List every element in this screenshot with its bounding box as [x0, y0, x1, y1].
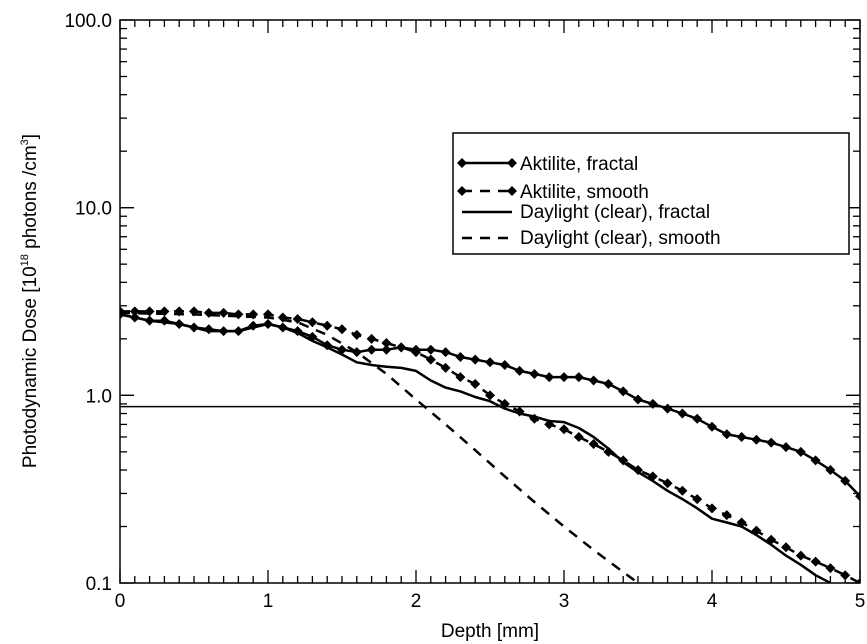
- series-0-point: [351, 347, 362, 358]
- legend-box: [452, 132, 850, 255]
- series-0-point: [159, 315, 170, 326]
- series-0-point: [751, 434, 762, 445]
- legend-marker: [457, 158, 467, 168]
- series-0-point: [588, 375, 599, 386]
- series-1-point: [855, 578, 860, 583]
- y-tick-label: 0.1: [86, 574, 112, 595]
- series-1-point: [677, 485, 688, 496]
- series-line-1: [120, 310, 860, 583]
- series-1-point: [292, 314, 303, 325]
- series-0-point: [499, 360, 510, 371]
- legend-marker: [457, 186, 467, 196]
- x-tick-label: 3: [559, 591, 570, 612]
- series-0-point: [766, 437, 777, 448]
- series-1-point: [825, 563, 836, 574]
- series-1-point: [662, 478, 673, 489]
- plot-frame: [119, 19, 861, 584]
- series-1-point: [810, 556, 821, 567]
- legend-label-aktilite-fractal: Aktilite, fractal: [520, 154, 638, 175]
- series-0-point: [633, 394, 643, 405]
- series-1-point: [381, 338, 392, 349]
- series-0-point: [840, 475, 851, 486]
- x-tick-label: 5: [855, 591, 866, 612]
- axis-ticks: [119, 19, 861, 584]
- series-0-point: [544, 372, 555, 383]
- series-0-point: [736, 431, 747, 442]
- series-0-point: [810, 455, 821, 466]
- series-1-point: [707, 503, 717, 514]
- series-0-point: [485, 357, 495, 368]
- series-0-point: [692, 413, 703, 424]
- series-0-point: [514, 365, 525, 376]
- x-tick-label: 2: [411, 591, 422, 612]
- series-1-point: [129, 306, 140, 317]
- series-0-point: [677, 408, 688, 419]
- series-1-point: [351, 329, 362, 340]
- series-0-point: [855, 491, 860, 502]
- series-0-point: [795, 446, 806, 457]
- legend-marker: [507, 186, 517, 196]
- legend-marker: [507, 158, 517, 168]
- series-1-point: [559, 424, 569, 435]
- series-1-point: [692, 494, 703, 505]
- y-tick-label: 1.0: [86, 386, 112, 407]
- series-line-2: [120, 313, 831, 583]
- series-0-point: [470, 354, 481, 365]
- x-axis-label: Depth [mm]: [441, 621, 539, 642]
- series-0-point: [647, 398, 658, 409]
- series-0-point: [529, 368, 540, 379]
- y-tick-label: 100.0: [64, 11, 112, 32]
- series-1-point: [425, 354, 436, 365]
- legend-label-daylight-smooth: Daylight (clear), smooth: [520, 228, 721, 249]
- series-1-point: [588, 439, 599, 450]
- series-1-point: [218, 307, 229, 318]
- series-1-point: [337, 324, 347, 335]
- series-0-point: [455, 352, 466, 363]
- axis-tick-labels: 0 1 2 3 4 5 0.1 1.0 10.0 100.0: [64, 11, 865, 612]
- series-0-point: [559, 372, 569, 383]
- series-line-3: [120, 311, 639, 583]
- series-1-point: [322, 320, 333, 331]
- y-axis-label: Photodynamic Dose [1018 photons /cm3]: [19, 134, 41, 468]
- series-1-point: [795, 550, 806, 561]
- x-tick-label: 0: [115, 591, 126, 612]
- series-line-0: [120, 313, 860, 498]
- series-layer: [120, 306, 860, 583]
- legend-label-aktilite-smooth: Aktilite, smooth: [520, 182, 649, 203]
- series-1-point: [307, 317, 318, 328]
- series-0-point: [425, 344, 436, 355]
- y-tick-label: 10.0: [75, 199, 112, 220]
- series-1-point: [233, 309, 244, 320]
- series-0-point: [603, 378, 614, 389]
- series-0-point: [662, 403, 673, 414]
- series-0-point: [825, 465, 836, 476]
- series-0-point: [366, 344, 377, 355]
- series-1-point: [573, 431, 584, 442]
- series-1-point: [781, 542, 791, 553]
- series-0-point: [573, 372, 584, 383]
- series-0-point: [707, 421, 717, 432]
- series-1-point: [396, 342, 407, 353]
- series-1-point: [144, 306, 155, 317]
- series-1-point: [411, 347, 421, 358]
- series-0-point: [721, 429, 732, 440]
- series-0-point: [618, 386, 629, 397]
- series-1-point: [440, 362, 451, 373]
- legend: Aktilite, fractal Aktilite, smooth Dayli…: [452, 132, 850, 255]
- x-tick-label: 4: [707, 591, 718, 612]
- series-1-point: [485, 390, 495, 401]
- series-0-point: [381, 344, 392, 355]
- series-1-point: [840, 570, 851, 581]
- legend-label-daylight-fractal: Daylight (clear), fractal: [520, 202, 710, 223]
- series-1-point: [366, 333, 377, 344]
- series-1-point: [721, 510, 732, 521]
- series-1-point: [470, 378, 481, 389]
- series-0-point: [781, 442, 791, 453]
- x-tick-label: 1: [263, 591, 274, 612]
- series-1-point: [455, 372, 466, 383]
- series-0-point: [440, 347, 451, 358]
